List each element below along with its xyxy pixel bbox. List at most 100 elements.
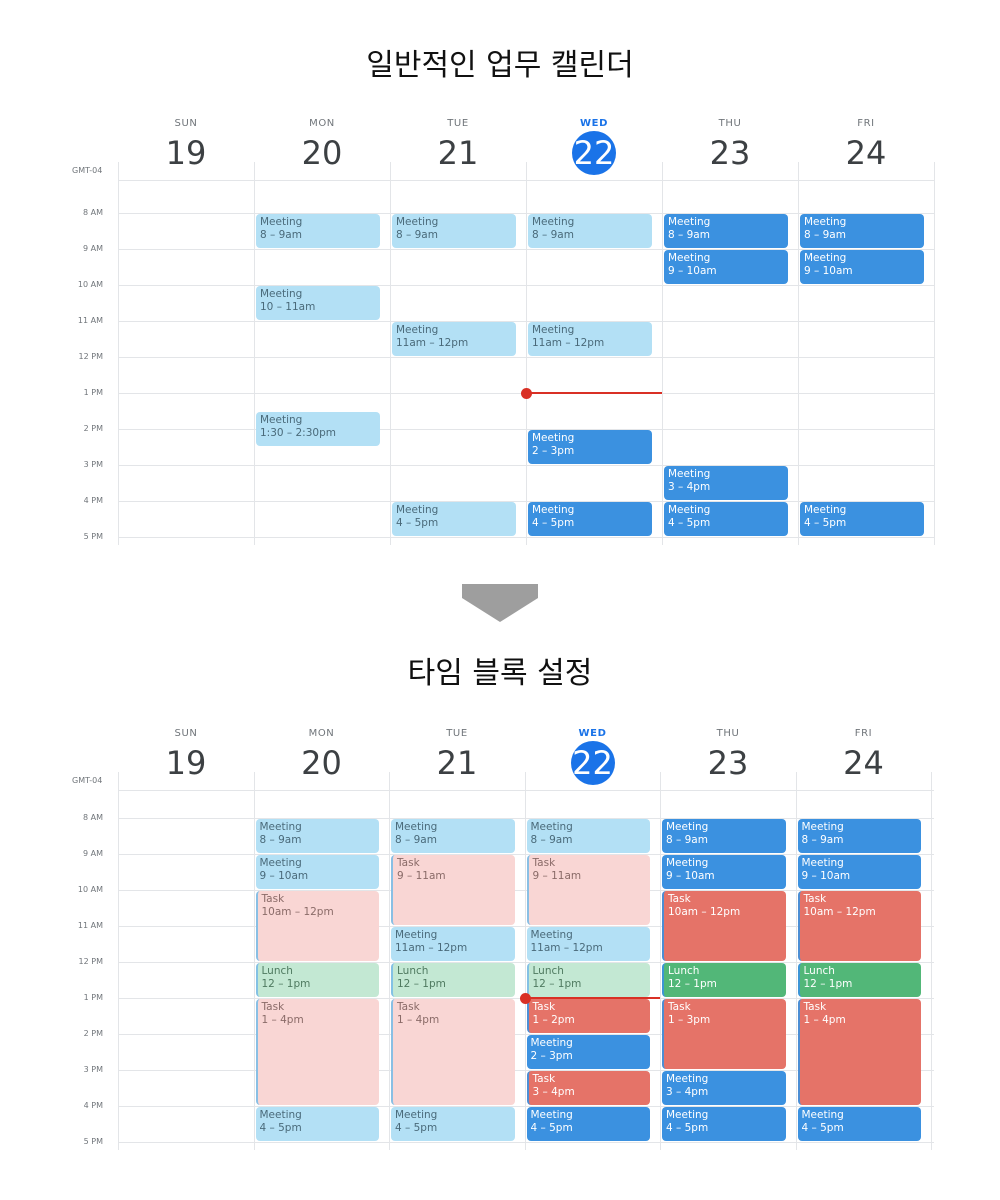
current-time-dot [521, 388, 532, 399]
day-date-number[interactable]: 23 [709, 134, 751, 172]
day-header-fri[interactable]: FRI 24 [798, 118, 934, 175]
day-date-number[interactable]: 23 [707, 744, 749, 782]
event-meeting[interactable]: Meeting 4 – 5pm [255, 1107, 379, 1141]
hour-gridline [118, 429, 934, 430]
day-header-wed[interactable]: WED 22 [526, 118, 662, 175]
event-meeting[interactable]: Meeting 4 – 5pm [800, 502, 924, 536]
event-task[interactable]: Task 1 – 4pm [255, 999, 379, 1105]
event-meeting[interactable]: Meeting 8 – 9am [256, 214, 380, 248]
calendar-time-blocked: SUN 19 MON 20 TUE 21 WED 22 THU 23 FRI 24 GMT-04 8 AM… [0, 722, 1000, 1154]
event-meeting[interactable]: Meeting 8 – 9am [664, 214, 788, 248]
current-time-dot [519, 993, 531, 1004]
day-date-number[interactable]: 21 [437, 134, 479, 172]
day-header-thu[interactable]: THU 23 [660, 728, 796, 785]
event-meeting[interactable]: Meeting 9 – 10am [800, 250, 924, 284]
hour-gridline [118, 818, 934, 819]
day-header-tue[interactable]: TUE 21 [390, 118, 526, 175]
event-lunch[interactable]: Lunch 12 – 1pm [391, 963, 515, 997]
column-divider [389, 772, 390, 1150]
day-header-mon[interactable]: MON 20 [254, 728, 390, 785]
event-meeting[interactable]: Meeting 8 – 9am [526, 819, 650, 853]
hour-label: 1 PM [83, 993, 103, 1002]
day-header-wed[interactable]: WED 22 [525, 728, 661, 785]
event-meeting[interactable]: Meeting 4 – 5pm [392, 502, 516, 536]
event-meeting[interactable]: Meeting 8 – 9am [391, 819, 515, 853]
event-lunch[interactable]: Lunch 12 – 1pm [662, 963, 786, 997]
event-time: 8 – 9am [804, 229, 846, 241]
day-of-week-label: FRI [857, 118, 875, 129]
day-of-week-label: WED [580, 118, 608, 129]
event-task[interactable]: Task 9 – 11am [526, 855, 650, 925]
day-date-number[interactable]: 24 [845, 134, 887, 172]
event-meeting[interactable]: Meeting 8 – 9am [662, 819, 786, 853]
event-meeting[interactable]: Meeting 4 – 5pm [391, 1107, 515, 1141]
day-date-number[interactable]: 20 [301, 134, 343, 172]
event-task[interactable]: Task 1 – 3pm [662, 999, 786, 1069]
event-title: Meeting [530, 929, 573, 941]
day-header-sun[interactable]: SUN 19 [118, 118, 254, 175]
event-task[interactable]: Task 10am – 12pm [662, 891, 786, 961]
day-date-number[interactable]: 19 [165, 744, 207, 782]
event-meeting[interactable]: Meeting 8 – 9am [392, 214, 516, 248]
event-meeting[interactable]: Meeting 11am – 12pm [391, 927, 515, 961]
event-lunch[interactable]: Lunch 12 – 1pm [526, 963, 650, 997]
day-header-tue[interactable]: TUE 21 [389, 728, 525, 785]
event-meeting[interactable]: Meeting 11am – 12pm [526, 927, 650, 961]
event-meeting[interactable]: Meeting 8 – 9am [255, 819, 379, 853]
day-header-sun[interactable]: SUN 19 [118, 728, 254, 785]
event-task[interactable]: Task 1 – 4pm [797, 999, 921, 1105]
event-time: 8 – 9am [396, 229, 438, 241]
event-time: 1 – 2pm [532, 1014, 575, 1026]
day-date-number[interactable]: 22 [570, 741, 615, 785]
event-meeting[interactable]: Meeting 9 – 10am [664, 250, 788, 284]
event-meeting[interactable]: Meeting 2 – 3pm [526, 1035, 650, 1069]
event-meeting[interactable]: Meeting 2 – 3pm [528, 430, 652, 464]
event-lunch[interactable]: Lunch 12 – 1pm [797, 963, 921, 997]
event-meeting[interactable]: Meeting 8 – 9am [797, 819, 921, 853]
event-meeting[interactable]: Meeting 1:30 – 2:30pm [256, 412, 380, 446]
day-of-week-label: MON [309, 118, 335, 129]
event-meeting[interactable]: Meeting 4 – 5pm [664, 502, 788, 536]
event-meeting[interactable]: Meeting 3 – 4pm [664, 466, 788, 500]
event-task[interactable]: Task 10am – 12pm [797, 891, 921, 961]
event-meeting[interactable]: Meeting 9 – 10am [255, 855, 379, 889]
event-meeting[interactable]: Meeting 8 – 9am [800, 214, 924, 248]
event-title: Meeting [666, 1109, 709, 1121]
event-meeting[interactable]: Meeting 4 – 5pm [662, 1107, 786, 1141]
event-time: 3 – 4pm [668, 481, 711, 493]
day-date-number[interactable]: 24 [843, 744, 884, 782]
event-title: Task [668, 1001, 691, 1013]
day-header-mon[interactable]: MON 20 [254, 118, 390, 175]
event-meeting[interactable]: Meeting 4 – 5pm [797, 1107, 921, 1141]
event-time: 8 – 9am [532, 229, 574, 241]
event-meeting[interactable]: Meeting 4 – 5pm [526, 1107, 650, 1141]
event-lunch[interactable]: Lunch 12 – 1pm [255, 963, 379, 997]
event-meeting[interactable]: Meeting 3 – 4pm [662, 1071, 786, 1105]
event-task[interactable]: Task 9 – 11am [391, 855, 515, 925]
column-divider [662, 162, 663, 545]
day-header-thu[interactable]: THU 23 [662, 118, 798, 175]
day-date-number[interactable]: 21 [436, 744, 478, 782]
event-meeting[interactable]: Meeting 10 – 11am [256, 286, 380, 320]
hour-label: 4 PM [83, 1101, 103, 1110]
event-meeting[interactable]: Meeting 11am – 12pm [392, 322, 516, 356]
event-meeting[interactable]: Meeting 11am – 12pm [528, 322, 652, 356]
event-meeting[interactable]: Meeting 8 – 9am [528, 214, 652, 248]
event-task[interactable]: Task 1 – 2pm [526, 999, 650, 1033]
calendar-typical: SUN 19 MON 20 TUE 21 WED 22 THU 23 FRI 24 GMT-04 8 AM… [0, 112, 1000, 552]
day-date-number[interactable]: 22 [572, 131, 616, 175]
event-task[interactable]: Task 3 – 4pm [526, 1071, 650, 1105]
event-time: 1 – 4pm [803, 1014, 846, 1026]
day-date-number[interactable]: 20 [301, 744, 342, 782]
hour-label: 2 PM [83, 424, 103, 433]
day-header-fri[interactable]: FRI 24 [796, 728, 932, 785]
event-time: 12 – 1pm [261, 978, 311, 990]
day-date-number[interactable]: 19 [165, 134, 207, 172]
event-meeting[interactable]: Meeting 9 – 10am [662, 855, 786, 889]
event-meeting[interactable]: Meeting 4 – 5pm [528, 502, 652, 536]
timezone-label: GMT-04 [72, 776, 103, 785]
event-task[interactable]: Task 10am – 12pm [255, 891, 379, 961]
hour-label: 12 PM [78, 957, 103, 966]
event-task[interactable]: Task 1 – 4pm [391, 999, 515, 1105]
event-meeting[interactable]: Meeting 9 – 10am [797, 855, 921, 889]
